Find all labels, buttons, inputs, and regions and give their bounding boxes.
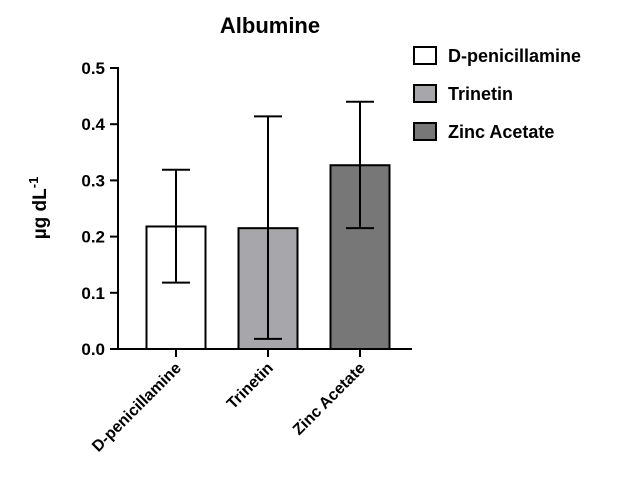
y-tick-label: 0.5: [81, 59, 105, 78]
legend-swatch: [413, 46, 437, 65]
chart-title: Albumine: [220, 13, 320, 38]
x-tick-label: Zinc Acetate: [290, 360, 369, 439]
legend-label: Trinetin: [448, 84, 513, 104]
y-axis: 0.0 0.1 0.2 0.3 0.4 0.5: [81, 59, 119, 359]
y-tick-label: 0.3: [81, 171, 105, 190]
x-tick-label: D-penicillamine: [89, 360, 185, 456]
y-axis-label-base: µg dL: [30, 188, 51, 239]
y-tick-label: 0.1: [81, 284, 105, 303]
legend-swatch: [413, 122, 437, 141]
y-tick-label: 0.4: [81, 115, 105, 134]
y-tick-label: 0.0: [81, 340, 105, 359]
y-axis-label-superscript: -1: [26, 177, 41, 189]
y-axis-label: µg dL-1: [26, 177, 51, 240]
legend-label: D-penicillamine: [448, 46, 581, 66]
legend-label: Zinc Acetate: [448, 122, 554, 142]
x-axis: D-penicillamine Trinetin Zinc Acetate: [89, 348, 412, 456]
y-tick-label: 0.2: [81, 228, 105, 247]
legend-swatch: [413, 84, 437, 103]
legend: D-penicillamine Trinetin Zinc Acetate: [413, 46, 581, 142]
error-bars: [162, 100, 374, 340]
x-tick-label: Trinetin: [224, 360, 277, 413]
